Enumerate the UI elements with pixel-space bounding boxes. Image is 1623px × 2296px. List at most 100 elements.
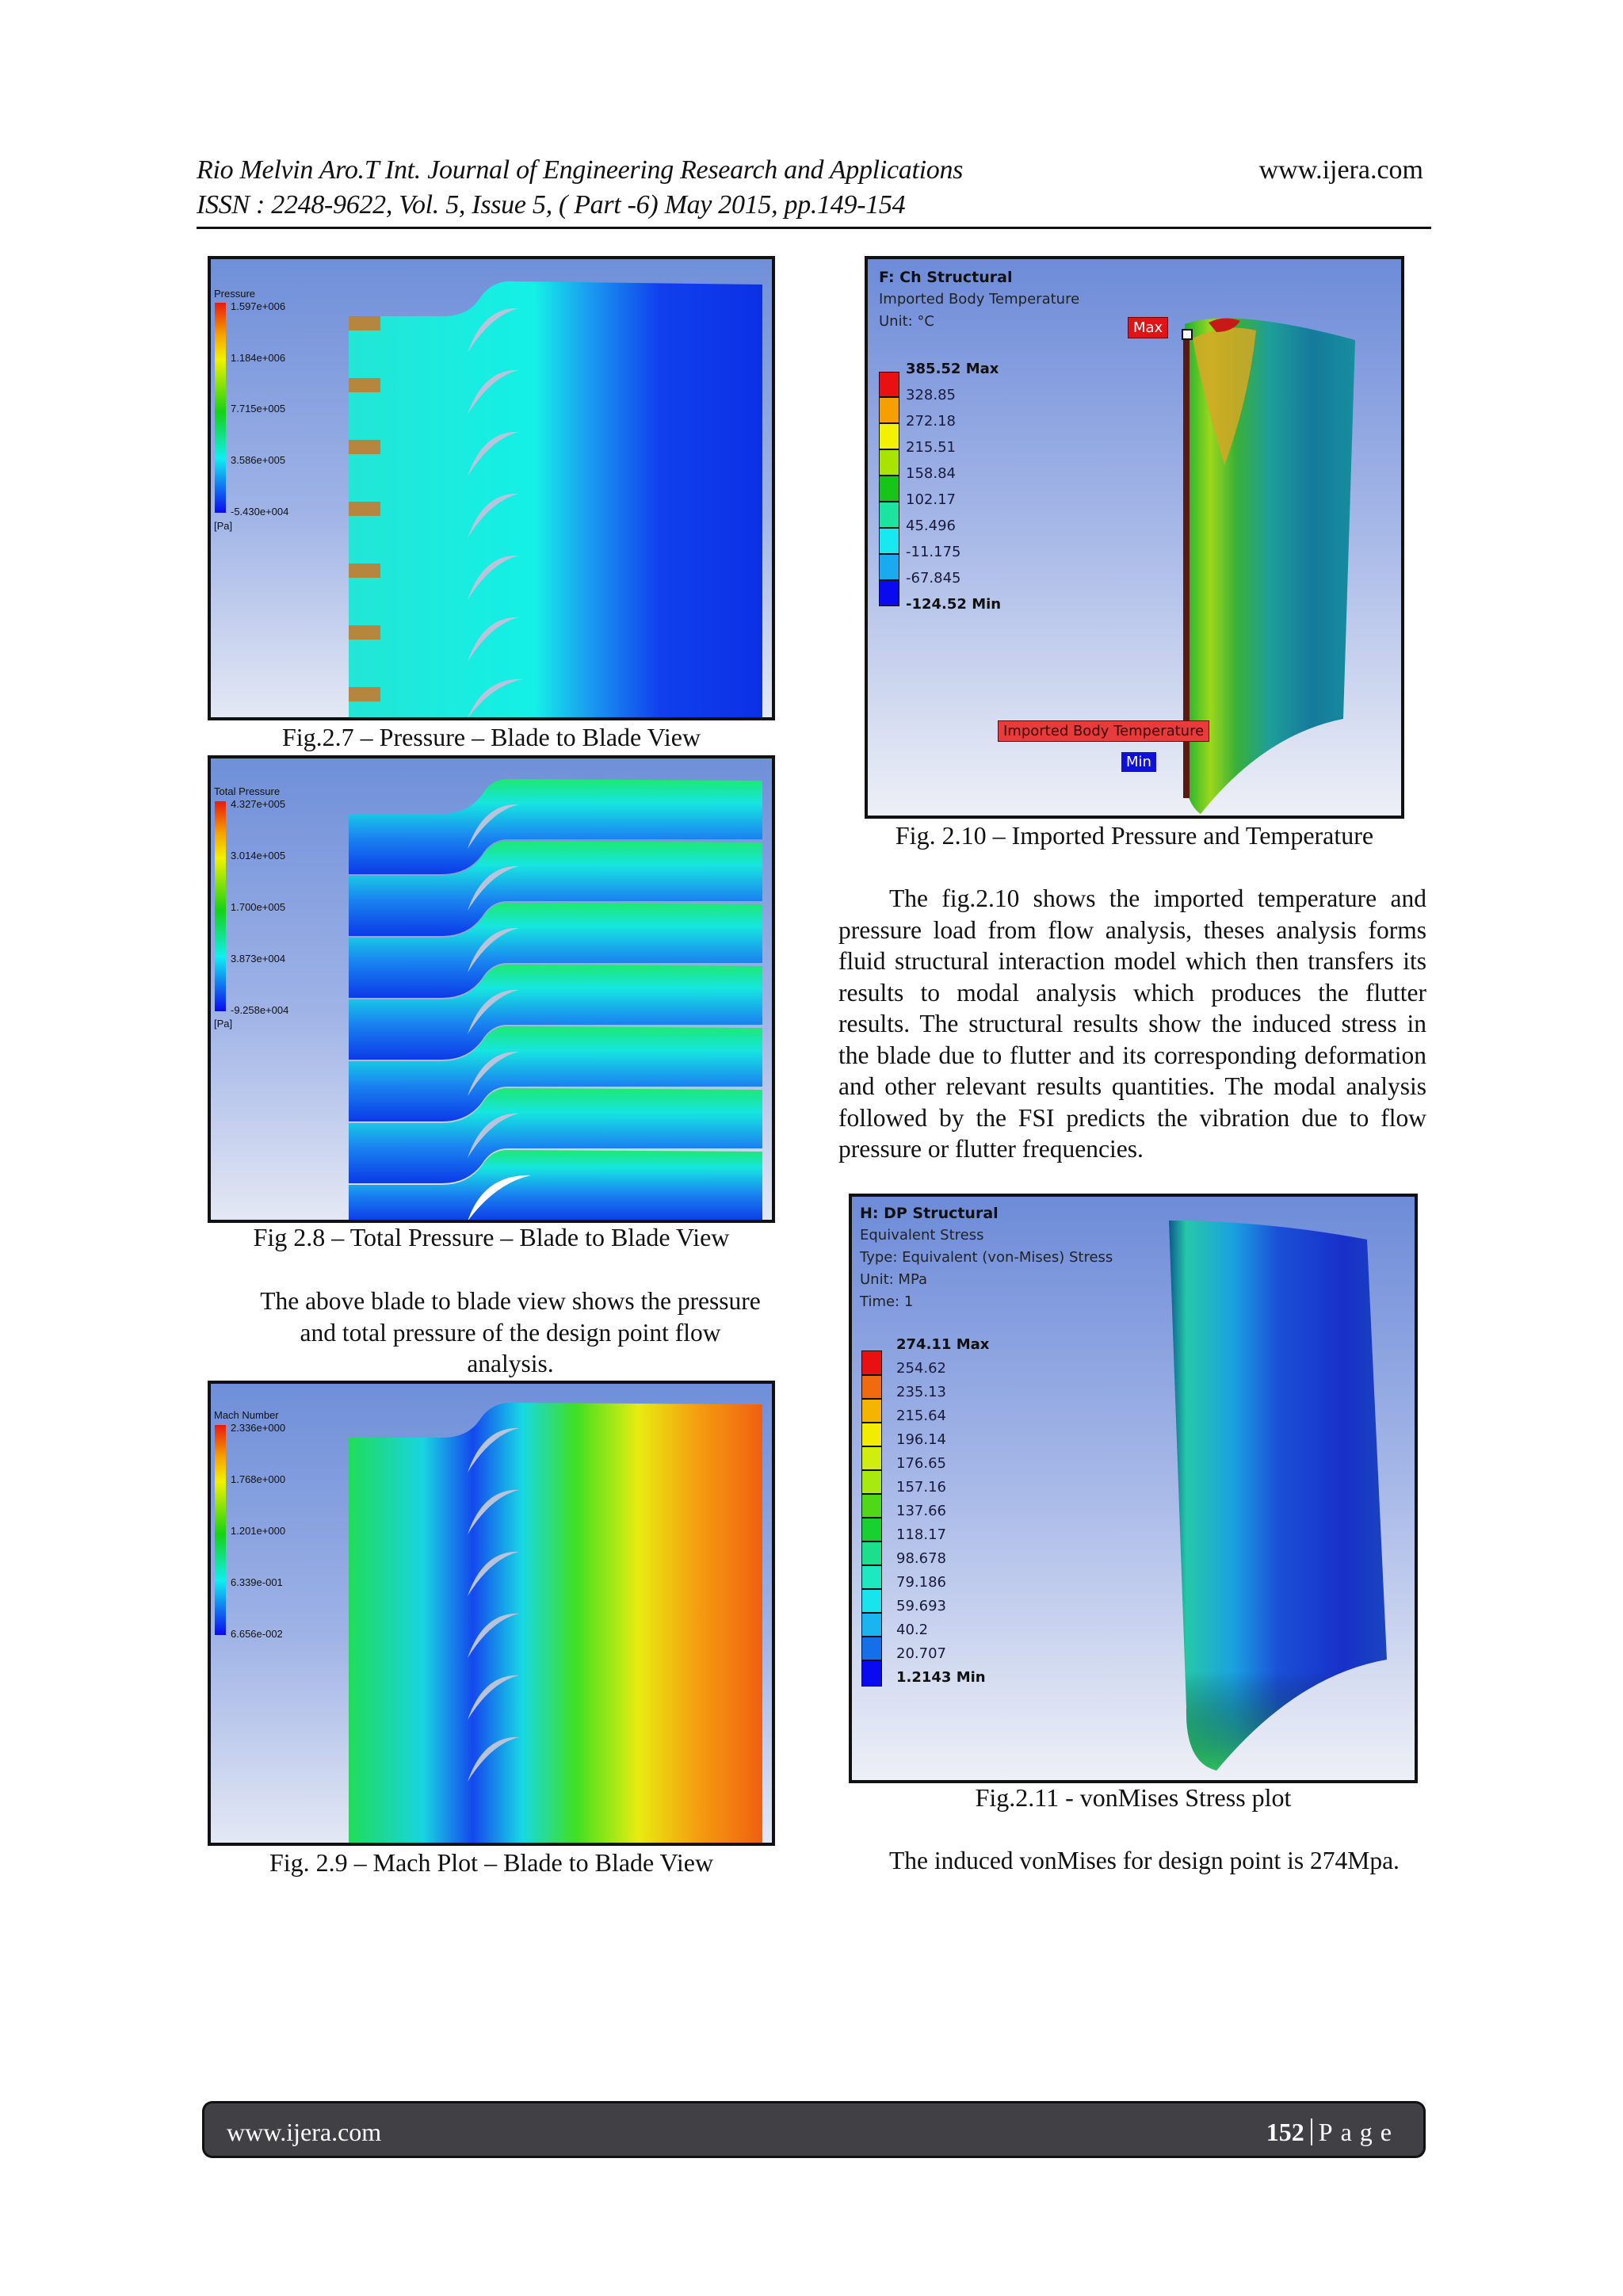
probe-label-tag: Imported Body Temperature	[998, 720, 1210, 742]
legend-value: 40.2	[896, 1622, 929, 1638]
color-band	[879, 502, 899, 528]
legend-value: 235.13	[896, 1384, 946, 1400]
legend-value: 20.707	[896, 1645, 946, 1662]
header-url: www.ijera.com	[1258, 155, 1423, 185]
result-type: Type: Equivalent (von-Mises) Stress	[860, 1249, 1113, 1266]
blade-passage-contour	[349, 1403, 762, 1843]
result-name: Equivalent Stress	[860, 1227, 984, 1244]
color-band	[879, 554, 899, 580]
analysis-title: F: Ch Structural	[879, 269, 1013, 286]
legend-value: 196.14	[896, 1431, 946, 1448]
legend-tick: 2.336e+000	[231, 1422, 286, 1434]
page-separator	[1310, 2118, 1312, 2145]
color-band	[861, 1375, 882, 1399]
legend-tick: 6.656e-002	[231, 1628, 283, 1640]
color-band	[861, 1613, 882, 1637]
legend-value: 59.693	[896, 1598, 946, 1614]
legend-value: 98.678	[896, 1550, 946, 1567]
page-number: 152	[1266, 2118, 1304, 2146]
color-band	[861, 1565, 882, 1589]
legend-value: 215.51	[906, 439, 956, 456]
color-band	[861, 1446, 882, 1470]
legend-min: -124.52 Min	[906, 596, 1002, 613]
color-band	[861, 1589, 882, 1613]
color-band	[861, 1660, 882, 1687]
figure-caption: Fig.2.11 - vonMises Stress plot	[975, 1783, 1292, 1812]
color-band	[879, 397, 899, 423]
color-band	[879, 580, 899, 606]
legend-tick: 3.014e+005	[231, 850, 286, 861]
legend-title: Mach Number	[214, 1409, 279, 1421]
legend-tick: 3.586e+005	[231, 454, 286, 466]
figure-caption: Fig. 2.9 – Mach Plot – Blade to Blade Vi…	[269, 1848, 714, 1877]
running-header-issn: ISSN : 2248-9622, Vol. 5, Issue 5, ( Par…	[197, 190, 906, 220]
legend-tick: 7.715e+005	[231, 403, 286, 415]
legend-value: 137.66	[896, 1503, 946, 1519]
color-band	[879, 476, 899, 502]
legend-value: -11.175	[906, 544, 961, 560]
figure-2-7-pressure-plot: Pressure 1.597e+006 1.184e+006 7.715e+00…	[208, 256, 775, 720]
max-probe-marker	[1182, 329, 1193, 340]
result-unit: Unit: MPa	[860, 1271, 928, 1288]
legend-value: 215.64	[896, 1408, 946, 1424]
body-paragraph: The above blade to blade view shows the …	[260, 1287, 761, 1377]
legend-value: 79.186	[896, 1574, 946, 1591]
legend-tick: 4.327e+005	[231, 798, 286, 810]
legend-title: Total Pressure	[214, 785, 281, 797]
colorbar	[215, 303, 226, 513]
legend-max: 274.11 Max	[896, 1336, 990, 1353]
legend-tick: 1.201e+000	[231, 1525, 286, 1537]
header-rule	[197, 227, 1431, 229]
max-probe-tag: Max	[1128, 317, 1169, 338]
legend-value: 328.85	[906, 387, 956, 403]
legend-value: 45.496	[906, 518, 956, 534]
color-band	[879, 372, 899, 397]
legend-value: 118.17	[896, 1526, 946, 1543]
color-band	[879, 528, 899, 554]
result-unit: Unit: °C	[879, 313, 934, 330]
legend-min: 1.2143 Min	[896, 1669, 986, 1686]
min-probe-tag: Min	[1121, 752, 1156, 772]
figure-2-8-total-pressure-plot: Total Pressure 4.327e+005 3.014e+005 1.7…	[208, 755, 775, 1223]
blade-passage-contour	[349, 779, 762, 1220]
result-time: Time: 1	[860, 1293, 914, 1310]
legend-unit: [Pa]	[214, 520, 233, 532]
result-name: Imported Body Temperature	[879, 291, 1080, 308]
colorbar	[879, 372, 899, 606]
color-band	[861, 1494, 882, 1518]
running-header-authors-journal: Rio Melvin Aro.T Int. Journal of Enginee…	[197, 155, 964, 185]
color-band	[861, 1541, 882, 1565]
body-paragraph: The induced vonMises for design point is…	[889, 1847, 1400, 1874]
legend-tick: 1.184e+006	[231, 352, 286, 364]
figure-2-10-imported-temperature: F: Ch Structural Imported Body Temperatu…	[865, 256, 1404, 819]
figure-caption: Fig. 2.10 – Imported Pressure and Temper…	[895, 821, 1374, 850]
legend-tick: 1.597e+006	[231, 300, 286, 312]
footer-url: www.ijera.com	[227, 2118, 382, 2146]
legend-value: 157.16	[896, 1479, 946, 1496]
legend-tick: 1.768e+000	[231, 1473, 286, 1485]
color-band	[879, 449, 899, 476]
legend-value: 272.18	[906, 413, 956, 430]
legend-value: 102.17	[906, 491, 956, 508]
blade-temperature-contour	[1183, 318, 1355, 814]
color-band	[861, 1399, 882, 1423]
colorbar	[215, 801, 226, 1011]
colorbar	[861, 1350, 882, 1687]
legend-max: 385.52 Max	[906, 361, 999, 377]
blade-passage-contour	[349, 281, 762, 717]
legend-tick: -9.258e+004	[231, 1004, 289, 1016]
colorbar	[215, 1425, 226, 1635]
color-band	[861, 1637, 882, 1660]
legend-value: 176.65	[896, 1455, 946, 1472]
figure-2-9-mach-plot: Mach Number 2.336e+000 1.768e+000 1.201e…	[208, 1381, 775, 1846]
legend-tick: 1.700e+005	[231, 901, 286, 913]
color-band	[861, 1350, 882, 1375]
legend-title: Pressure	[214, 288, 256, 300]
color-band	[879, 423, 899, 449]
blade-stress-contour	[1169, 1221, 1387, 1771]
page-footer: www.ijera.com 152 Page	[204, 2103, 1423, 2156]
figure-caption: Fig 2.8 – Total Pressure – Blade to Blad…	[253, 1223, 730, 1251]
legend-tick: -5.430e+004	[231, 506, 289, 518]
page-label: Page	[1318, 2118, 1400, 2146]
legend-unit: [Pa]	[214, 1018, 233, 1030]
